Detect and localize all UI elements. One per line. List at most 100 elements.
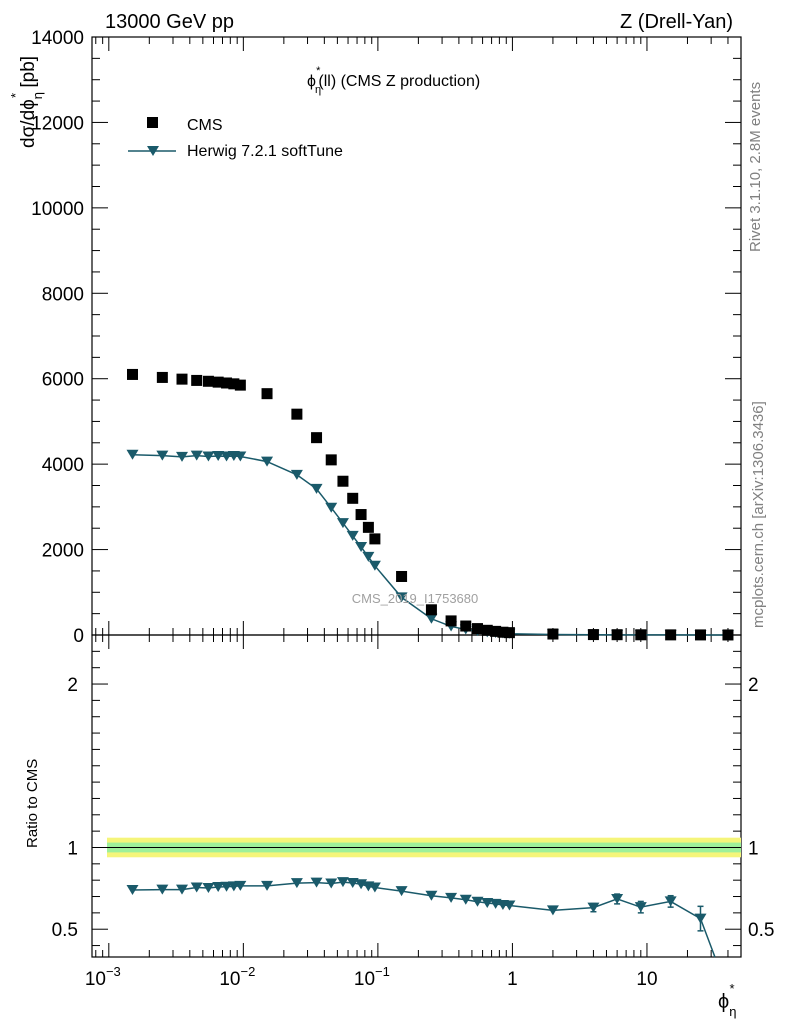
x-tick-label: 10 [636, 969, 657, 990]
ratio-point [190, 882, 203, 893]
ratio-point [212, 882, 225, 893]
cms-point [191, 374, 203, 386]
cms-point [587, 629, 599, 641]
y-tick-label: 8000 [42, 284, 84, 305]
x-tick-exponent: −3 [106, 964, 121, 979]
herwig-point [325, 502, 338, 513]
ratio-panel-frame [91, 634, 742, 958]
y-tick-label: 10000 [31, 199, 84, 220]
x-tick-base: 10 [219, 969, 240, 990]
y-tick-label: 6000 [42, 370, 84, 391]
ratio-point [634, 902, 647, 913]
source-label: mcplots.cern.ch [arXiv:1306.3436] [750, 401, 767, 628]
x-tick-exponent: −1 [375, 964, 390, 979]
cms-point [234, 379, 246, 391]
ratio-point [425, 890, 438, 901]
axis-ticks: 10−3 10−2 10−1 1 102000400060008000100001200… [31, 28, 774, 990]
ratio-point [176, 884, 189, 895]
ratio-point [325, 878, 338, 889]
legend-herwig-label: Herwig 7.2.1 softTune [187, 143, 343, 160]
herwig-point [362, 551, 375, 562]
ratio-point [664, 896, 677, 907]
cms-series [127, 368, 734, 641]
ratio-point [126, 884, 139, 895]
ratio-series [126, 877, 716, 958]
herwig-point [395, 592, 408, 603]
herwig-point [425, 613, 438, 624]
cms-point [481, 624, 493, 636]
herwig-point [261, 456, 274, 467]
herwig-point [176, 451, 189, 462]
plot-title-rest: (ll) (CMS Z production) [318, 73, 480, 90]
cms-point [611, 629, 623, 641]
cms-point [156, 371, 168, 383]
cms-point [347, 492, 359, 504]
cms-point [445, 615, 457, 627]
rivet-version-label: Rivet 3.1.10, 2.8M events [747, 82, 764, 252]
cms-point [291, 408, 303, 420]
header-process-label: Z (Drell-Yan) [620, 11, 733, 33]
x-tick-label: 10−2 [219, 964, 255, 990]
x-label-phi: ϕ [718, 991, 729, 1013]
cms-point [261, 388, 273, 400]
ratio-point [459, 894, 472, 905]
x-tick-base: 10 [636, 969, 657, 990]
y-label-suffix: [pb] [18, 56, 39, 93]
y-label-sup: * [8, 93, 23, 98]
ratio-point [290, 878, 303, 889]
herwig-point [156, 450, 169, 461]
y-tick-label: 4000 [42, 455, 84, 476]
herwig-point [202, 451, 215, 462]
cms-point [337, 475, 349, 487]
cms-point [362, 521, 374, 533]
plot-title: ϕη * (ll) (CMS Z production) [307, 65, 480, 96]
y-tick-label: 12000 [31, 113, 84, 134]
y-axis-label-main: dσ/dϕη * [pb] [8, 56, 45, 148]
ratio-point [220, 881, 233, 892]
x-tick-base: 1 [507, 969, 518, 990]
cms-point [311, 432, 323, 444]
ratio-y-tick-label-left: 0.5 [52, 920, 78, 941]
herwig-point [234, 451, 247, 462]
cms-point [396, 570, 408, 582]
x-tick-exponent: −2 [241, 964, 256, 979]
cms-point [460, 620, 472, 632]
cms-point [355, 509, 367, 521]
cms-point [212, 376, 224, 388]
analysis-watermark: CMS_2019_I1753680 [352, 591, 479, 606]
y-label-prefix: dσ/dϕ [18, 99, 39, 148]
ratio-point [310, 877, 323, 888]
y-label-sub: η [30, 92, 45, 99]
y-tick-label: 14000 [31, 28, 84, 49]
ratio-point [346, 877, 359, 888]
x-tick-label: 10−1 [354, 964, 390, 990]
ratio-point [546, 905, 559, 916]
ratio-line [132, 881, 716, 958]
ratio-uncertainty-band [107, 837, 741, 858]
x-label-sub: η [729, 1004, 736, 1019]
ratio-point [481, 898, 494, 909]
plot-title-sub: η [315, 84, 321, 96]
ratio-y-tick-label-left: 1 [67, 838, 78, 859]
header-energy-label: 13000 GeV pp [105, 11, 234, 33]
plot-title-phi: ϕ [307, 73, 316, 90]
legend-cms-label: CMS [187, 117, 223, 134]
cms-point [497, 626, 509, 638]
herwig-point [336, 518, 349, 529]
ratio-point [471, 896, 484, 907]
herwig-point [346, 530, 359, 541]
cms-point [694, 629, 706, 641]
ratio-point [368, 882, 381, 893]
legend: CMS Herwig 7.2.1 softTune [128, 117, 343, 160]
x-tick-base: 10 [354, 969, 375, 990]
ratio-y-tick-label-left: 2 [67, 675, 78, 696]
cms-point [202, 375, 214, 387]
x-tick-label: 1 [507, 969, 518, 990]
cms-point [665, 629, 677, 641]
cms-point [221, 377, 233, 389]
ratio-point [445, 892, 458, 903]
ratio-point [261, 880, 274, 891]
cms-point [471, 623, 483, 635]
cms-point [127, 368, 139, 380]
cms-point [547, 628, 559, 640]
